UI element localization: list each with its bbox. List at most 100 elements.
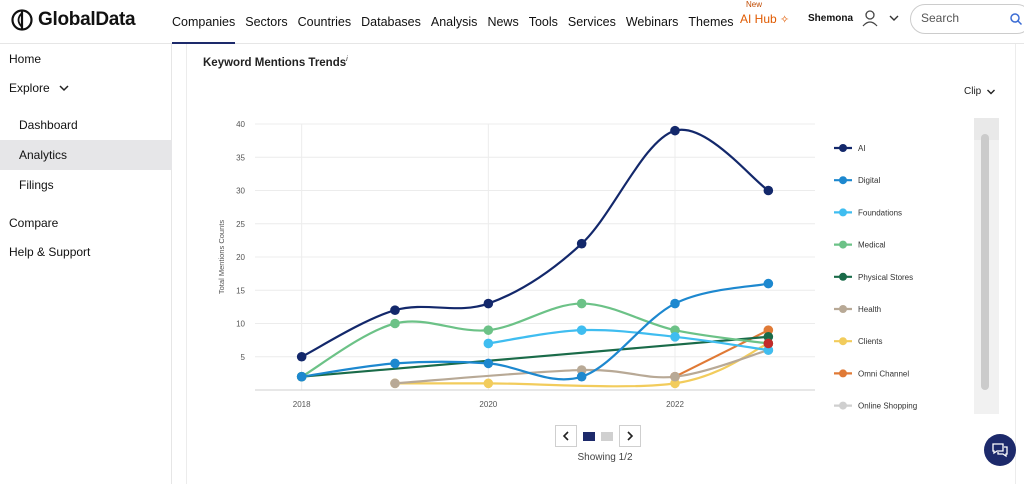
nav-item-companies[interactable]: Companies [172, 0, 236, 44]
series-line-health [394, 349, 769, 385]
nav-item-services[interactable]: Services [567, 15, 616, 29]
brand-logo[interactable]: GlobalData [10, 8, 136, 32]
y-tick-label: 35 [236, 153, 245, 162]
legend-marker-medical [839, 240, 847, 249]
x-tick-label: 2020 [479, 400, 497, 409]
legend-marker-foundations [839, 208, 847, 217]
y-tick-label: 5 [241, 353, 246, 362]
data-point-digital [483, 358, 494, 369]
x-tick-label: 2022 [666, 400, 684, 409]
data-point-foundations [483, 338, 494, 349]
legend-entry-health[interactable]: Health [858, 305, 881, 314]
chat-icon [992, 443, 1008, 458]
next-page-button[interactable] [619, 425, 641, 447]
chat-button[interactable] [984, 434, 1016, 466]
data-point-health [390, 378, 400, 389]
data-point-digital [763, 278, 774, 289]
series-line-physical-stores [301, 335, 769, 378]
legend-marker-health [839, 305, 847, 313]
chevron-left-icon [562, 431, 569, 441]
legend-marker-ai [839, 144, 847, 152]
data-point-clients [483, 378, 494, 389]
search-box[interactable] [910, 4, 1024, 34]
sidebar-item-home[interactable]: Home [9, 52, 42, 66]
nav-item-sectors[interactable]: Sectors [245, 15, 288, 29]
data-point-ai [576, 238, 587, 249]
sidebar-item-compare[interactable]: Compare [9, 216, 59, 230]
legend-entry-medical[interactable]: Medical [858, 241, 886, 250]
sidebar: Home Explore Dashboard Analytics Filings… [0, 44, 172, 484]
clip-label: Clip [964, 86, 982, 97]
series-line-digital [301, 282, 769, 381]
sidebar-item-dashboard[interactable]: Dashboard [19, 118, 78, 132]
data-point-medical [390, 318, 400, 329]
y-tick-label: 10 [236, 320, 245, 329]
sidebar-item-filings[interactable]: Filings [19, 178, 54, 192]
legend-marker-digital [839, 176, 847, 185]
sidebar-item-help[interactable]: Help & Support [9, 245, 91, 259]
sparkle-icon: ✧ [780, 14, 790, 26]
data-point-health [576, 365, 587, 375]
scroll-thumb[interactable] [981, 134, 989, 390]
clip-button[interactable]: Clip [964, 86, 996, 97]
legend-entry-ai[interactable]: AI [858, 144, 866, 153]
legend-marker-physical-stores [839, 272, 847, 281]
x-tick-label: 2018 [293, 400, 311, 409]
legend-entry-digital[interactable]: Digital [858, 176, 880, 185]
legend-entry-foundations[interactable]: Foundations [858, 208, 902, 217]
legend-entry-online-shopping[interactable]: Online Shopping [858, 402, 917, 411]
line-chart: 5 10 15 20 25 30 35 40 2018 2020 2022 Total Mention… [217, 120, 917, 411]
data-point-health [670, 371, 680, 382]
data-point-medical [483, 325, 494, 335]
data-point-ai [390, 305, 400, 316]
sidebar-item-explore[interactable]: Explore [9, 81, 70, 95]
chevron-down-icon [59, 85, 69, 92]
legend-pager [555, 424, 641, 448]
legend-marker-omni-channel [839, 369, 847, 378]
user-icon[interactable] [862, 9, 878, 27]
legend-entry-omni-channel[interactable]: Omni Channel [858, 369, 909, 378]
data-point-medical [670, 325, 680, 335]
chevron-down-icon[interactable] [888, 13, 900, 23]
page-indicator[interactable] [601, 431, 613, 441]
page-indicator-active[interactable] [583, 431, 595, 441]
sidebar-item-analytics[interactable]: Analytics [0, 140, 172, 170]
y-axis-label: Total Mentions Counts [217, 220, 226, 294]
data-point-medical [576, 298, 587, 309]
user-name[interactable]: Shemona [808, 13, 854, 24]
brand-name: GlobalData [38, 9, 136, 30]
prev-page-button[interactable] [555, 425, 577, 447]
legend-entry-physical-stores[interactable]: Physical Stores [858, 273, 913, 282]
nav-item-news[interactable]: News [487, 15, 519, 29]
legend-entry-clients[interactable]: Clients [858, 337, 882, 346]
y-tick-label: 20 [236, 253, 245, 262]
scroll-up-button[interactable] [974, 118, 999, 140]
search-icon[interactable] [1009, 12, 1023, 26]
nav-item-tools[interactable]: Tools [528, 15, 558, 29]
nav-item-databases[interactable]: Databases [361, 15, 421, 29]
data-point-digital [296, 371, 307, 382]
y-tick-label: 30 [236, 187, 245, 196]
legend-scrollbar[interactable] [974, 118, 999, 414]
nav-item-countries[interactable]: Countries [297, 15, 352, 29]
data-point-digital [390, 358, 400, 369]
data-point-clients [670, 378, 680, 389]
y-tick-label: 15 [236, 286, 245, 295]
legend-marker-clients [839, 337, 847, 346]
y-tick-label: 25 [236, 220, 245, 229]
chart-title: Keyword Mentions Trendsi [203, 56, 348, 69]
nav-item-webinars[interactable]: Webinars [625, 15, 679, 29]
legend-marker-online-shopping [839, 401, 847, 410]
series-line-foundations [488, 328, 769, 352]
series-line-ai [301, 128, 769, 358]
series-line-clients [395, 342, 769, 388]
nav-item-themes[interactable]: Themes [688, 15, 734, 29]
globe-logo-icon [11, 9, 33, 31]
y-tick-label: 40 [236, 120, 245, 129]
info-icon[interactable]: i [346, 56, 348, 63]
search-input[interactable] [921, 11, 1001, 25]
top-bar: GlobalData Companies Sectors Countries Data… [0, 0, 1024, 44]
nav-item-analysis[interactable]: Analysis [430, 15, 478, 29]
data-point-foundations [763, 345, 774, 355]
data-point-digital [670, 298, 680, 309]
